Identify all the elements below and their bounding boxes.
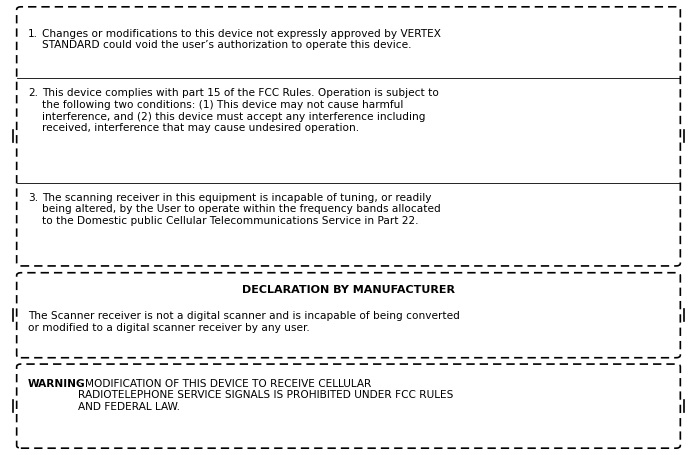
Text: WARNING: WARNING (28, 379, 86, 389)
Text: DECLARATION BY MANUFACTURER: DECLARATION BY MANUFACTURER (242, 285, 455, 295)
Text: Changes or modifications to this device not expressly approved by VERTEX
STANDAR: Changes or modifications to this device … (42, 29, 441, 50)
Text: : MODIFICATION OF THIS DEVICE TO RECEIVE CELLULAR
RADIOTELEPHONE SERVICE SIGNALS: : MODIFICATION OF THIS DEVICE TO RECEIVE… (79, 379, 454, 412)
Text: The scanning receiver in this equipment is incapable of tuning, or readily
being: The scanning receiver in this equipment … (42, 193, 441, 226)
Text: The Scanner receiver is not a digital scanner and is incapable of being converte: The Scanner receiver is not a digital sc… (28, 311, 459, 333)
Text: 2.: 2. (28, 88, 38, 98)
Text: This device complies with part 15 of the FCC Rules. Operation is subject to
the : This device complies with part 15 of the… (42, 88, 438, 133)
Text: 1.: 1. (28, 29, 38, 39)
Text: 3.: 3. (28, 193, 38, 203)
